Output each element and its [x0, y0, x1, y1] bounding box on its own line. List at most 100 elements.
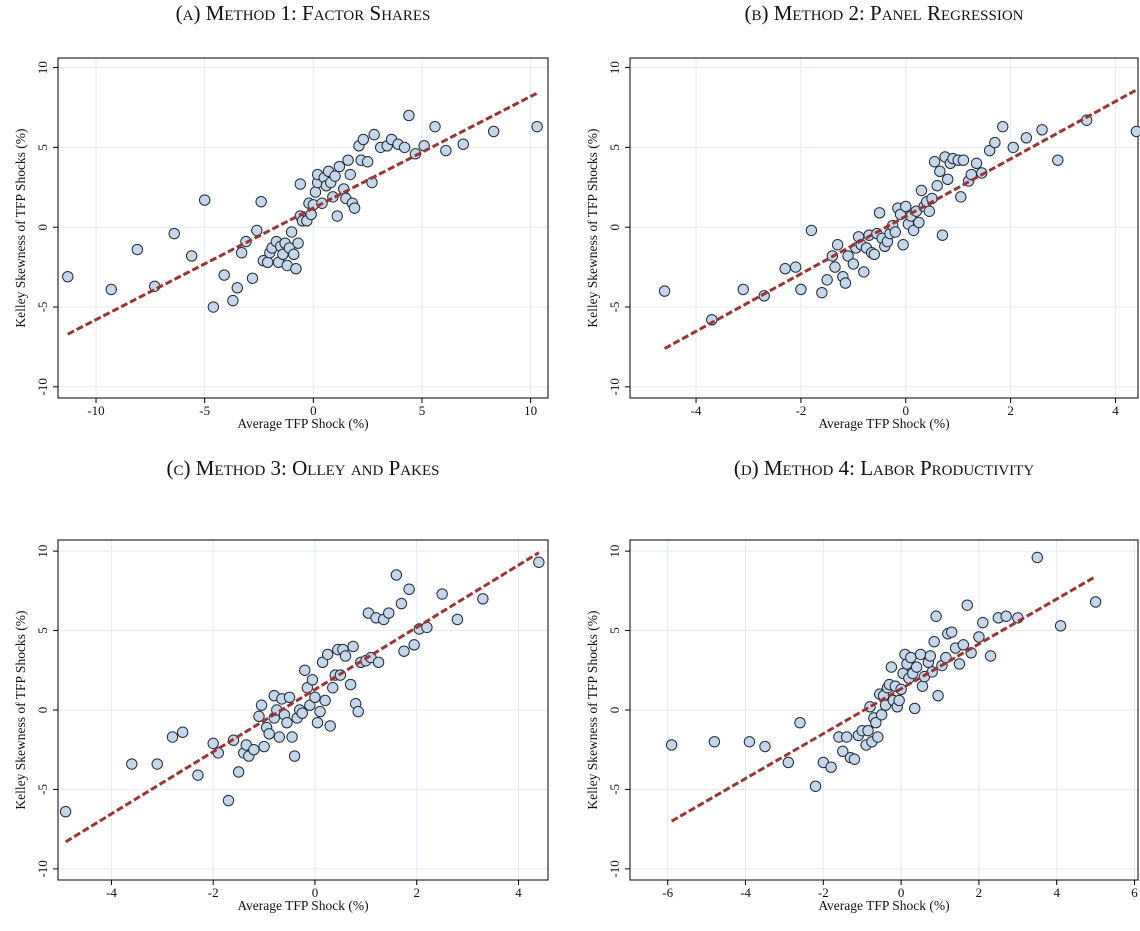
- scatter-point: [383, 607, 395, 619]
- scatter-point: [847, 258, 860, 270]
- scatter-point: [821, 274, 833, 286]
- x-tick-label: 4: [515, 885, 522, 900]
- scatter-point: [296, 707, 308, 719]
- scatter-point: [893, 694, 905, 707]
- y-tick-label: 10: [35, 545, 50, 558]
- scatter-point: [62, 270, 74, 283]
- scatter-point: [222, 794, 235, 807]
- scatter-point: [900, 200, 912, 213]
- x-tick-label: 5: [419, 403, 426, 418]
- x-axis-label: Average TFP Shock (%): [237, 416, 368, 431]
- scatter-point: [665, 739, 678, 751]
- scatter-point: [708, 736, 721, 748]
- scatter-point: [953, 658, 966, 670]
- scatter-point: [805, 224, 818, 237]
- x-tick-label: 0: [312, 885, 319, 900]
- scatter-point: [931, 179, 943, 192]
- x-tick-label: -4: [691, 403, 702, 418]
- y-tick-label: 5: [607, 144, 622, 151]
- scatter-point: [361, 156, 374, 168]
- scatter-point: [909, 702, 921, 715]
- plot-frame: [629, 57, 1139, 399]
- scatter-point: [1020, 132, 1033, 144]
- scatter-point: [403, 109, 415, 122]
- scatter-point: [858, 266, 870, 278]
- scatter-point: [934, 165, 946, 178]
- scatter-point: [842, 250, 854, 262]
- scatter-point: [344, 678, 357, 691]
- scatter-point: [658, 285, 671, 297]
- scatter-point: [984, 650, 997, 662]
- scatter-point: [885, 661, 898, 673]
- scatter-point: [344, 168, 356, 181]
- scatter-point: [59, 805, 72, 818]
- scatter-point: [905, 651, 917, 664]
- scatter-point: [1054, 620, 1067, 632]
- y-tick-label: 5: [607, 627, 622, 634]
- scatter-point: [327, 682, 339, 694]
- scatter-point: [758, 290, 770, 302]
- x-tick-label: -4: [740, 885, 751, 900]
- scatter-point: [957, 154, 970, 166]
- x-tick-label: 6: [1131, 885, 1138, 900]
- scatter-point: [1000, 610, 1012, 622]
- scatter-point: [973, 631, 985, 643]
- scatter-point: [255, 699, 268, 711]
- scatter-point: [737, 283, 749, 296]
- scatter-point: [263, 728, 275, 740]
- scatter-point: [342, 154, 354, 166]
- scatter-point: [1007, 141, 1019, 154]
- x-tick-label: 0: [310, 403, 317, 418]
- scatter-point: [309, 186, 322, 198]
- scatter-point: [398, 141, 411, 154]
- plot-frame: [57, 57, 549, 399]
- y-tick-label: -5: [35, 302, 50, 313]
- scatter-point: [246, 272, 259, 284]
- scatter-point: [457, 138, 469, 150]
- scatter-point: [321, 648, 334, 661]
- x-tick-label: 10: [524, 403, 537, 418]
- scatter-point: [218, 269, 230, 281]
- x-tick-label: -10: [87, 403, 104, 418]
- x-tick-label: 0: [898, 885, 905, 900]
- y-axis-label: Kelley Skewness of TFP Shocks (%): [13, 610, 28, 809]
- scatter-point: [928, 156, 941, 168]
- scatter-point: [304, 699, 316, 711]
- y-tick-label: 10: [607, 545, 622, 558]
- x-tick-label: 4: [1112, 403, 1119, 418]
- plot-area: [58, 58, 548, 398]
- scatter-point: [368, 128, 380, 141]
- scatter-point: [875, 709, 888, 721]
- x-tick-label: 4: [1053, 885, 1060, 900]
- scatter-point: [913, 216, 925, 229]
- y-tick-label: -5: [607, 784, 622, 795]
- scatter-point: [261, 256, 274, 269]
- scatter-point: [961, 599, 973, 611]
- scatter-point: [299, 664, 311, 676]
- y-tick-label: 10: [35, 61, 50, 74]
- scatter-point: [273, 731, 286, 743]
- panel-title: (c) Method 3: Olley and Pakes: [167, 456, 440, 480]
- y-axis-label: Kelley Skewness of TFP Shocks (%): [13, 128, 28, 327]
- y-tick-label: 0: [607, 707, 622, 714]
- plot-frame: [629, 539, 1139, 881]
- scatter-point: [779, 263, 791, 275]
- y-tick-label: -10: [35, 378, 50, 395]
- scatter-point: [916, 680, 929, 692]
- scatter-point: [915, 184, 928, 197]
- x-tick-label: -2: [208, 885, 219, 900]
- scatter-point: [873, 207, 886, 219]
- scatter-point: [997, 120, 1009, 133]
- y-tick-label: 5: [35, 144, 50, 151]
- scatter-point: [357, 133, 369, 146]
- y-tick-label: -5: [607, 302, 622, 313]
- scatter-point: [862, 724, 874, 737]
- scatter-point: [198, 194, 211, 206]
- y-tick-label: 5: [35, 627, 50, 634]
- scatter-point: [288, 248, 300, 261]
- scatter-point: [347, 640, 359, 653]
- scatter-point: [329, 170, 341, 182]
- scatter-point: [928, 635, 940, 648]
- scatter-point: [1031, 551, 1043, 564]
